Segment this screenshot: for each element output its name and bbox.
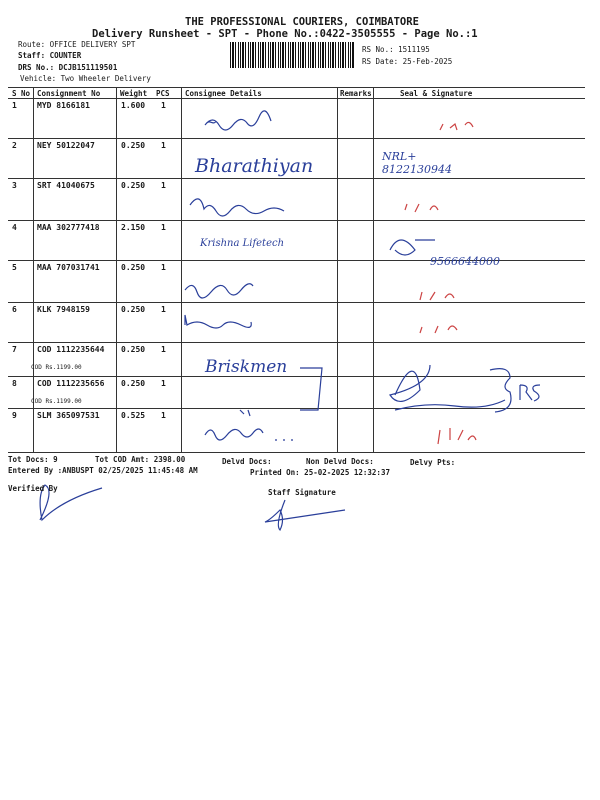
cell-consignment: KLK 7948159 [37,305,90,314]
verified-by-label: Verified By [8,484,58,493]
cell-consignment: NEY 50122047 [37,141,95,150]
cell-pcs: 1 [161,379,166,388]
cell-sno: 9 [12,411,17,420]
cell-weight: 1.600 [121,101,146,110]
cell-weight: 0.250 [121,345,146,354]
cell-pcs: 1 [161,263,166,272]
cell-sno: 1 [12,101,17,110]
row-divider [8,376,585,377]
runsheet-title: Delivery Runsheet - SPT - Phone No.:0422… [92,28,478,40]
cell-pcs: 1 [161,305,166,314]
cell-sno: 4 [12,223,17,232]
staff-signature-label: Staff Signature [268,488,336,497]
cell-weight: 0.250 [121,181,146,190]
row-divider [8,302,585,303]
cell-consignment: MAA 302777418 [37,223,100,232]
row-divider [8,220,585,221]
col-sno: S No [12,89,31,98]
col-consignee: Consignee Details [185,89,262,98]
handwriting-row2-consignee: Bharathiyan [195,155,314,177]
cell-consignment: SRT 41040675 [37,181,95,190]
delivery-points: Delvy Pts: [410,458,456,467]
cell-pcs: 1 [161,223,166,232]
drs-number: DRS No.: DCJB151119501 [18,63,118,72]
cell-sno: 7 [12,345,17,354]
row-divider [8,408,585,409]
cell-pcs: 1 [161,345,166,354]
cell-consignment: COD 1112235656 [37,379,105,388]
vehicle: Vehicle: Two Wheeler Delivery [20,74,151,83]
rs-date: RS Date: 25-Feb-2025 [362,57,453,66]
cell-sno: 2 [12,141,17,150]
staff: Staff: COUNTER [18,51,82,60]
cell-weight: 2.150 [121,223,146,232]
handwriting-row4-seal: 9566644000 [430,255,500,268]
col-weight: Weight [120,89,148,98]
handwriting-row2-seal: NRL+ 8122130944 [382,150,452,176]
row-divider [8,260,585,261]
cell-sno: 8 [12,379,17,388]
row-divider [8,178,585,179]
rs-number: RS No.: 1511195 [362,45,430,54]
signature-row1: ~ [205,113,218,131]
total-cod-amount: Tot COD Amt: 2398.00 [95,455,186,464]
printed-on: Printed On: 25-02-2025 12:32:37 [250,468,390,477]
cell-cod: COD Rs.1199.00 [31,364,82,371]
cell-pcs: 1 [161,181,166,190]
cell-weight: 0.250 [121,379,146,388]
cell-consignment: COD 1112235644 [37,345,105,354]
cell-consignment: MAA 707031741 [37,263,100,272]
cell-pcs: 1 [161,411,166,420]
col-seal: Seal & Signature [400,89,473,98]
cell-sno: 3 [12,181,17,190]
col-remarks: Remarks [340,89,372,98]
company-name: THE PROFESSIONAL COURIERS, COIMBATORE [185,16,419,28]
handwriting-row7-consignee: Briskmen [205,357,288,377]
col-consignment: Consignment No [37,89,101,98]
cell-weight: 0.250 [121,305,146,314]
cell-weight: 0.250 [121,263,146,272]
cell-consignment: SLM 365097531 [37,411,100,420]
cell-pcs: 1 [161,141,166,150]
total-docs: Tot Docs: 9 [8,455,58,464]
handwriting-row4-consignee: Krishna Lifetech [200,238,285,249]
row-divider [8,138,585,139]
col-pcs: PCS [156,89,170,98]
cell-sno: 6 [12,305,17,314]
entered-by: Entered By :ANBUSPT 02/25/2025 11:45:48 … [8,466,198,475]
row-divider [8,342,585,343]
cell-weight: 0.525 [121,411,146,420]
delivered-docs: Delvd Docs: [222,457,272,466]
cell-weight: 0.250 [121,141,146,150]
route: Route: OFFICE DELIVERY SPT [18,40,136,49]
cell-consignment: MYD 8166181 [37,101,90,110]
cell-sno: 5 [12,263,17,272]
cell-cod: COD Rs.1199.00 [31,398,82,405]
barcode [230,42,355,68]
cell-pcs: 1 [161,101,166,110]
non-delivered-docs: Non Delvd Docs: [306,457,374,466]
